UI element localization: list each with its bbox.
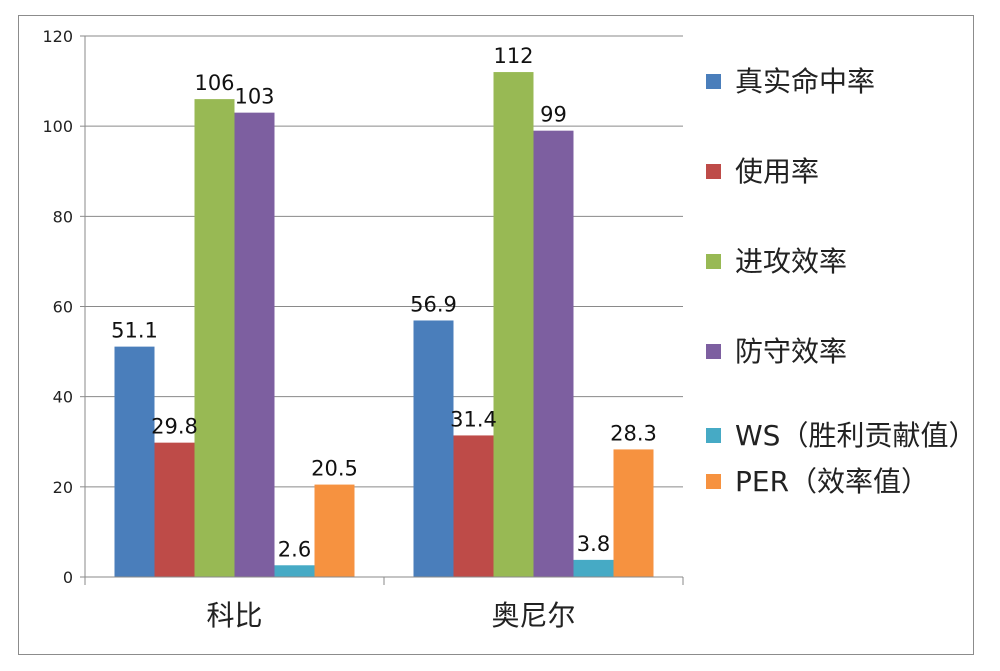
y-tick-label: 100 — [42, 117, 73, 136]
data-label: 31.4 — [450, 407, 497, 431]
data-label: 56.9 — [410, 292, 457, 316]
legend: 真实命中率使用率进攻效率防守效率 WS（胜利贡献值） PER（效率值） — [706, 62, 977, 502]
legend-swatch — [706, 428, 721, 443]
legend-swatch — [706, 254, 721, 269]
y-tick-label: 60 — [53, 298, 73, 317]
bar — [274, 565, 315, 577]
y-tick-label: 120 — [42, 27, 73, 46]
legend-swatch — [706, 74, 721, 89]
bar — [234, 112, 275, 578]
data-label: 112 — [493, 44, 533, 68]
bar — [114, 346, 155, 577]
legend-label: 真实命中率 — [735, 65, 876, 98]
bar — [154, 442, 195, 577]
legend-swatch — [706, 164, 721, 179]
legend-label: WS（胜利贡献值） — [735, 419, 977, 452]
data-label: 28.3 — [610, 421, 657, 445]
legend-item: WS（胜利贡献值） — [706, 416, 977, 456]
bars — [114, 72, 654, 578]
bar — [493, 72, 534, 578]
legend-item: PER（效率值） — [706, 462, 968, 502]
bar — [413, 320, 454, 577]
data-label: 29.8 — [151, 415, 198, 439]
data-label: 2.6 — [278, 537, 311, 561]
bar — [533, 130, 574, 578]
legend-item: 防守效率 — [706, 332, 968, 372]
legend-label: 防守效率 — [735, 335, 848, 368]
y-tick-label: 0 — [63, 568, 73, 587]
bar — [573, 559, 614, 577]
bar — [314, 484, 355, 577]
legend-item: 真实命中率 — [706, 62, 968, 102]
data-label: 103 — [234, 85, 274, 109]
data-label: 51.1 — [111, 319, 158, 343]
x-category-label: 奥尼尔 — [491, 599, 575, 632]
legend-label: 进攻效率 — [735, 245, 848, 278]
legend-swatch — [706, 344, 721, 359]
axes — [84, 36, 684, 585]
y-axis-ticks: 0 20 40 60 80 100 120 — [42, 27, 85, 587]
legend-item: 使用率 — [706, 152, 968, 192]
y-tick-label: 20 — [53, 478, 73, 497]
bar — [194, 99, 235, 577]
x-category-label: 科比 — [206, 599, 262, 632]
legend-swatch — [706, 474, 721, 489]
bar — [613, 449, 654, 577]
legend-item: 进攻效率 — [706, 242, 968, 282]
data-label: 99 — [540, 103, 567, 127]
data-label: 106 — [194, 71, 234, 95]
y-tick-label: 40 — [53, 388, 73, 407]
legend-label: PER（效率值） — [735, 465, 930, 498]
legend-label: 使用率 — [735, 155, 820, 188]
y-tick-label: 80 — [53, 207, 73, 226]
bar — [453, 435, 494, 577]
data-label: 20.5 — [311, 457, 358, 481]
data-label: 3.8 — [577, 532, 610, 556]
category-labels: 科比 奥尼尔 — [206, 599, 575, 632]
